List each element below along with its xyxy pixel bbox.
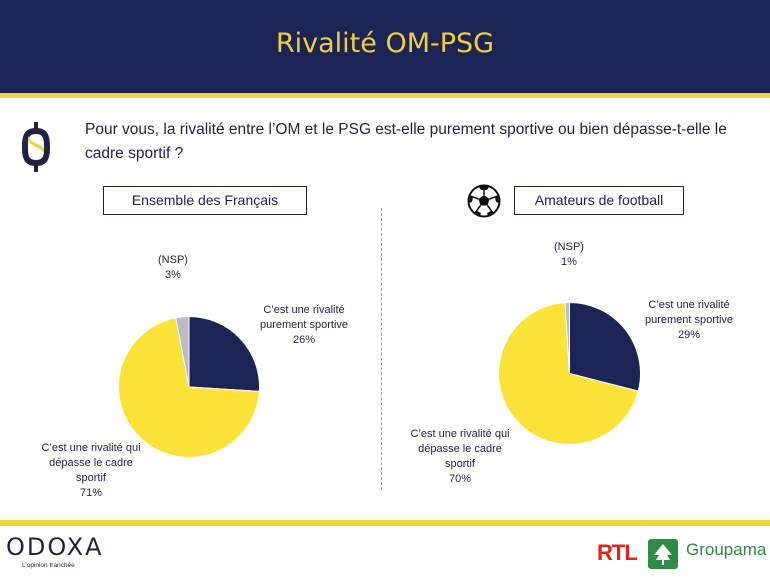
page-title: Rivalité OM-PSG: [275, 28, 495, 59]
rtl-logo: RTL: [597, 540, 638, 565]
slice-label-sportive-all: C’est une rivalité purement sportive 26%: [259, 304, 349, 346]
slice-label-sportive-fans: C’est une rivalité purement sportive 29%: [644, 299, 734, 341]
slice-label-depasse-fans: C’est une rivalité qui dépasse le cadre …: [410, 428, 510, 485]
odoxa-logo: ODOXA: [6, 533, 104, 561]
slice-label-nsp-fans: (NSP) 1%: [554, 241, 584, 268]
pie-chart-all: [118, 316, 260, 458]
chart-title-all: Ensemble des Français: [103, 186, 307, 215]
football-icon: [467, 184, 501, 218]
slice-nsp-fans: [564, 302, 570, 374]
slice-depasse-fans: [498, 302, 639, 445]
groupama-tree-icon: [648, 539, 678, 569]
chart-title-fans: Amateurs de football: [514, 186, 684, 215]
footer-stripe: [0, 520, 770, 526]
odoxa-coin-icon: [22, 122, 50, 172]
pie-chart-fans: [498, 302, 641, 445]
slice-sportive-fans: [569, 302, 641, 392]
question-text: Pour vous, la rivalité entre l’OM et le …: [85, 121, 727, 162]
odoxa-tagline: L’opinion tranchée: [22, 562, 75, 569]
slice-sportive-all: [188, 316, 260, 392]
header-banner: Rivalité OM-PSG: [0, 0, 770, 93]
slice-label-nsp-all: (NSP) 3%: [158, 254, 188, 281]
header-stripe: [0, 93, 770, 98]
slice-nsp-all: [175, 316, 190, 388]
chart-divider: [381, 208, 382, 490]
slice-depasse-all: [118, 317, 260, 458]
groupama-logo: Groupama: [686, 540, 767, 559]
slice-label-depasse-all: C’est une rivalité qui dépasse le cadre …: [41, 442, 141, 499]
